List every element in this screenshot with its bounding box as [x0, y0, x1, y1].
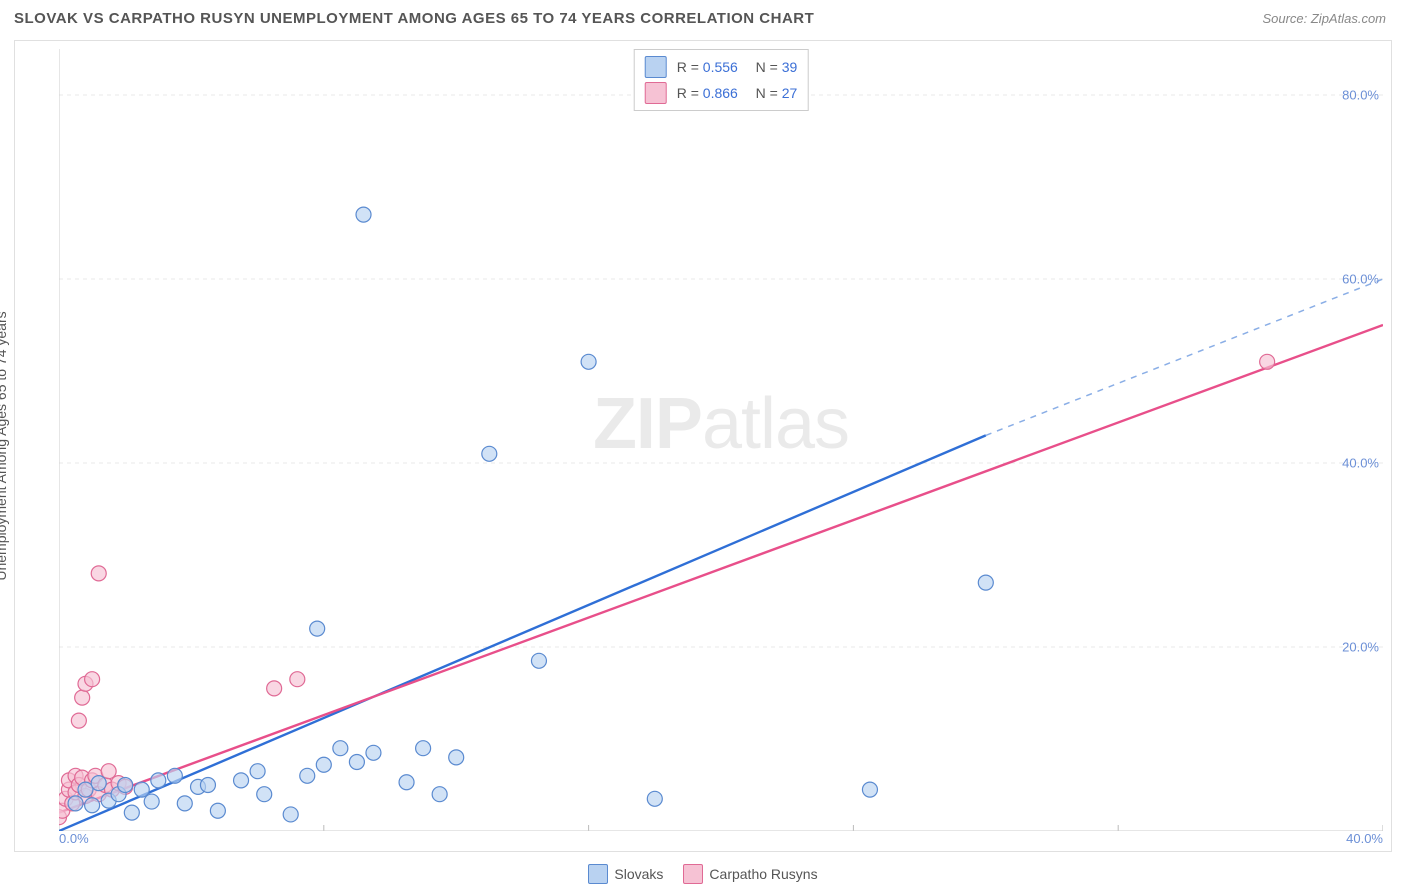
corr-legend-row: R = 0.556 N = 39: [645, 54, 798, 80]
page-title: SLOVAK VS CARPATHO RUSYN UNEMPLOYMENT AM…: [14, 10, 814, 27]
scatter-svg: [59, 49, 1383, 831]
y-axis-label: Unemployment Among Ages 65 to 74 years: [0, 311, 9, 580]
y-tick-label: 20.0%: [1342, 640, 1379, 655]
source-label: Source: ZipAtlas.com: [1262, 11, 1386, 26]
plot-area: ZIPatlas R = 0.556 N = 39R = 0.866 N = 2…: [59, 49, 1383, 831]
y-tick-label: 60.0%: [1342, 272, 1379, 287]
legend-swatch: [645, 56, 667, 78]
correlation-legend: R = 0.556 N = 39R = 0.866 N = 27: [634, 49, 809, 111]
corr-r-label: R = 0.866: [677, 85, 738, 101]
y-tick-label: 80.0%: [1342, 88, 1379, 103]
chart-container: Unemployment Among Ages 65 to 74 years Z…: [14, 40, 1392, 852]
legend-swatch: [645, 82, 667, 104]
corr-legend-row: R = 0.866 N = 27: [645, 80, 798, 106]
corr-n-label: N = 39: [748, 59, 797, 75]
corr-r-label: R = 0.556: [677, 59, 738, 75]
y-tick-label: 40.0%: [1342, 456, 1379, 471]
legend-label: Carpatho Rusyns: [709, 866, 817, 882]
corr-n-label: N = 27: [748, 85, 797, 101]
x-tick-label: 40.0%: [1346, 831, 1383, 846]
legend-item: Carpatho Rusyns: [683, 864, 817, 884]
bottom-legend: Slovaks Carpatho Rusyns: [0, 864, 1406, 884]
legend-swatch: [683, 864, 703, 884]
x-axis-labels: 0.0% 40.0%: [59, 831, 1383, 849]
legend-item: Slovaks: [588, 864, 663, 884]
legend-swatch: [588, 864, 608, 884]
legend-label: Slovaks: [614, 866, 663, 882]
x-tick-label: 0.0%: [59, 831, 89, 846]
